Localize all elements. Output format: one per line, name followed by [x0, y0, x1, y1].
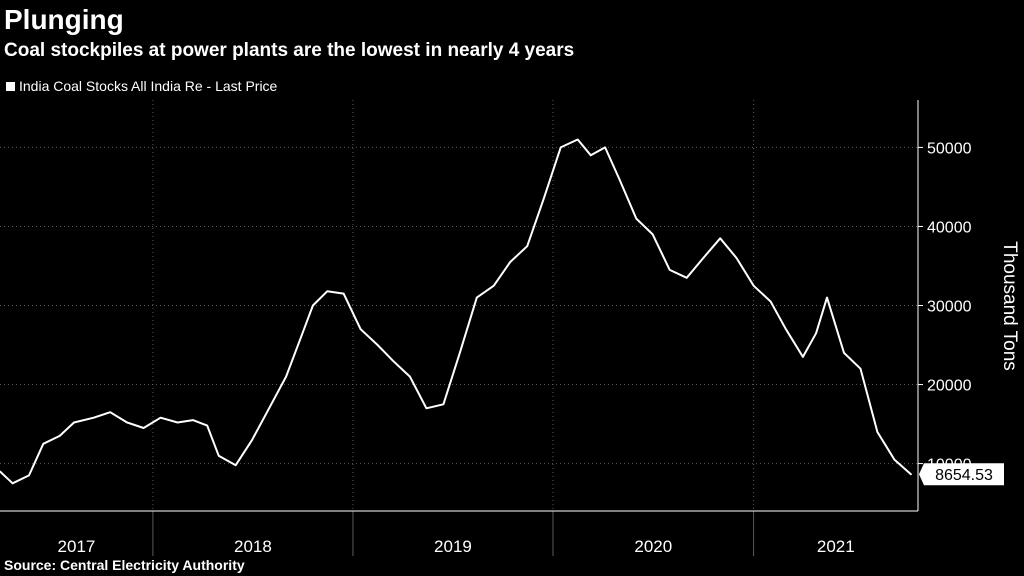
y-tick-label: 50000	[927, 140, 972, 157]
y-tick-label: 20000	[927, 378, 972, 395]
y-axis-title: Thousand Tons	[999, 241, 1020, 371]
chart-subtitle: Coal stockpiles at power plants are the …	[4, 40, 575, 61]
legend-swatch	[6, 81, 15, 91]
chart-title: Plunging	[4, 4, 124, 35]
last-value-label: 8654.53	[935, 467, 993, 484]
y-tick-label: 30000	[927, 299, 972, 316]
last-value-callout	[919, 463, 1004, 486]
x-tick-label: 2020	[634, 537, 672, 556]
source-note: Source: Central Electricity Authority	[4, 557, 245, 573]
x-tick-label: 2019	[434, 537, 472, 556]
x-tick-label: 2021	[817, 537, 855, 556]
x-tick-label: 2018	[234, 537, 272, 556]
y-tick-label: 40000	[927, 219, 972, 236]
legend-label: India Coal Stocks All India Re - Last Pr…	[19, 78, 278, 94]
legend: India Coal Stocks All India Re - Last Pr…	[6, 76, 277, 96]
series-line	[0, 138, 912, 485]
x-tick-label: 2017	[58, 537, 96, 556]
